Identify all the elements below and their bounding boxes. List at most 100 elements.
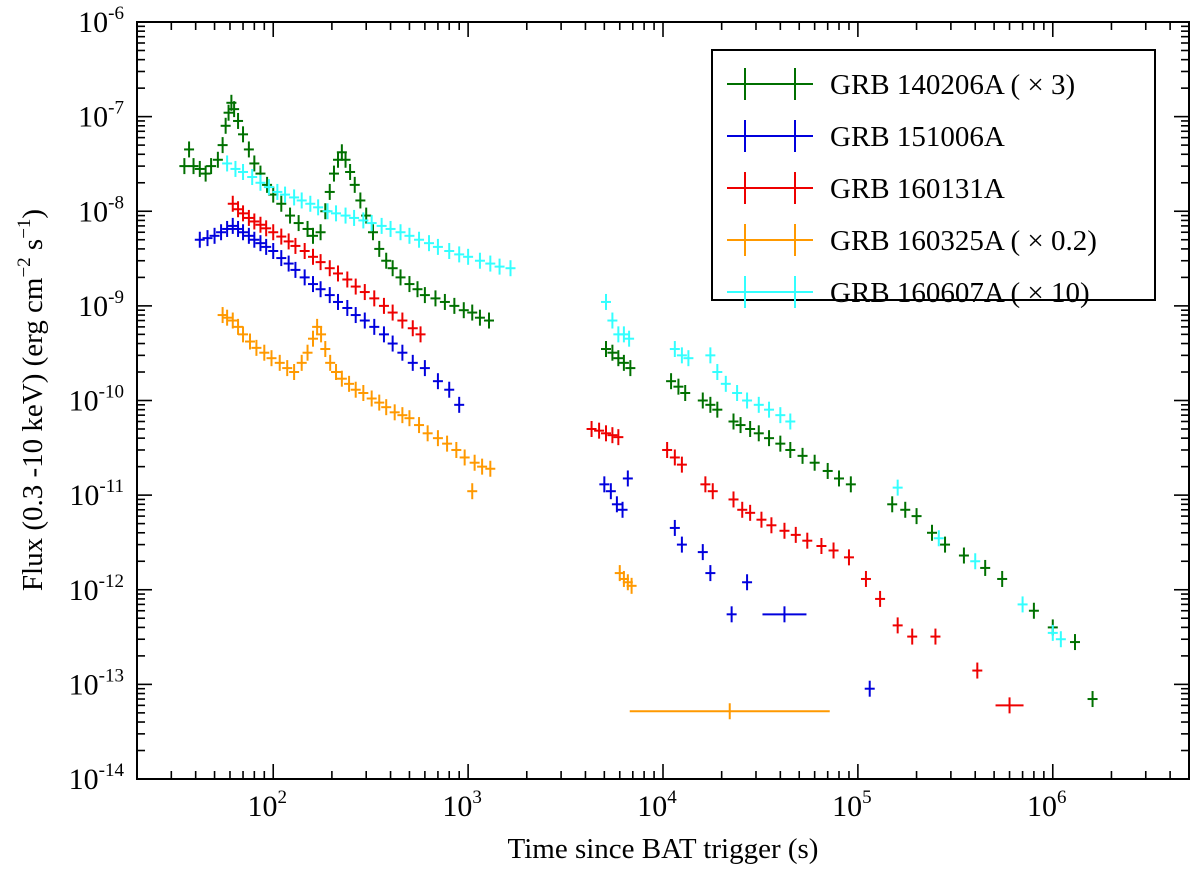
data-point <box>308 227 319 244</box>
data-point <box>940 536 951 553</box>
data-point <box>209 227 220 244</box>
data-point <box>395 269 406 286</box>
data-point <box>188 158 199 175</box>
data-point <box>276 250 287 267</box>
data-point <box>387 260 398 277</box>
data-point <box>322 203 333 220</box>
data-point <box>255 216 266 233</box>
data-point <box>1069 634 1080 651</box>
data-point <box>227 195 238 212</box>
data-point <box>822 462 833 479</box>
data-point <box>705 565 716 582</box>
legend-entry: GRB 160607A ( × 10) <box>727 276 1090 309</box>
data-point <box>285 207 296 224</box>
data-point <box>333 265 344 282</box>
data-point <box>422 425 433 442</box>
data-point <box>626 577 637 594</box>
data-point <box>276 228 287 245</box>
data-point <box>735 417 746 434</box>
data-point <box>745 504 756 521</box>
legend-entry: GRB 160325A ( × 0.2) <box>727 224 1097 257</box>
data-point <box>700 476 711 493</box>
data-point <box>432 430 443 447</box>
y-tick-label: 10-7 <box>78 98 124 134</box>
data-point <box>349 176 360 193</box>
data-point <box>449 297 460 314</box>
data-point <box>864 680 875 697</box>
data-point <box>296 354 307 371</box>
data-point <box>737 501 748 518</box>
data-point <box>463 248 474 265</box>
legend-label: GRB 151006A <box>830 121 1005 153</box>
data-point <box>625 360 636 377</box>
data-point <box>350 278 361 295</box>
data-point <box>843 549 854 566</box>
data-point <box>342 271 353 288</box>
data-point <box>194 231 205 248</box>
data-point <box>601 425 612 442</box>
data-point <box>407 320 418 337</box>
data-point <box>618 354 629 371</box>
data-point <box>217 137 228 154</box>
data-point <box>892 479 903 496</box>
data-point <box>261 220 272 237</box>
data-point <box>305 195 316 212</box>
data-point <box>505 260 516 277</box>
data-point <box>454 246 465 263</box>
data-point <box>766 517 777 534</box>
data-point <box>1047 624 1058 641</box>
data-point <box>374 240 385 257</box>
data-point <box>299 269 310 286</box>
data-point <box>217 307 228 324</box>
data-point <box>802 532 813 549</box>
data-point <box>313 199 324 216</box>
data-point <box>756 511 767 528</box>
x-tick-label: 103 <box>442 787 482 823</box>
data-point <box>676 456 687 473</box>
data-point <box>251 339 262 356</box>
data-point <box>331 205 342 222</box>
y-tick-label: 10-9 <box>78 287 124 323</box>
data-point <box>673 378 684 395</box>
data-point <box>669 519 680 536</box>
data-point <box>762 606 807 623</box>
data-point <box>617 501 628 518</box>
data-point <box>230 160 241 177</box>
data-point <box>324 287 335 304</box>
data-point <box>369 290 380 307</box>
data-point <box>775 435 786 452</box>
data-point <box>997 570 1008 587</box>
data-point <box>469 454 480 471</box>
data-point <box>728 491 739 508</box>
data-point <box>485 460 496 477</box>
data-point <box>926 524 937 541</box>
y-tick-labels: 10-6 10-7 10-8 10-9 10-10 10-11 10-12 10-13 10-1… <box>69 3 125 796</box>
data-point <box>184 141 195 158</box>
data-point <box>315 281 326 298</box>
data-point <box>958 547 969 564</box>
data-point <box>247 169 258 186</box>
data-point <box>594 422 605 439</box>
series-grb-140206a <box>179 94 1098 708</box>
legend: GRB 140206A ( × 3) GRB 151006A GRB 160131A… <box>711 49 1156 309</box>
data-point <box>474 252 485 269</box>
data-point <box>459 449 470 466</box>
data-point <box>350 307 361 324</box>
data-point <box>315 254 326 271</box>
x-axis-label: Time since BAT trigger (s) <box>508 833 819 865</box>
data-point <box>296 192 307 209</box>
data-point <box>613 429 624 446</box>
data-point <box>359 284 370 301</box>
data-point <box>233 318 244 335</box>
data-point <box>742 574 753 591</box>
data-point <box>202 230 213 247</box>
data-point <box>419 287 430 304</box>
data-point <box>732 385 743 402</box>
data-point <box>397 312 408 329</box>
data-point <box>325 354 336 371</box>
data-point <box>299 243 310 260</box>
data-point <box>395 224 406 241</box>
data-point <box>397 407 408 424</box>
data-point <box>624 330 635 347</box>
